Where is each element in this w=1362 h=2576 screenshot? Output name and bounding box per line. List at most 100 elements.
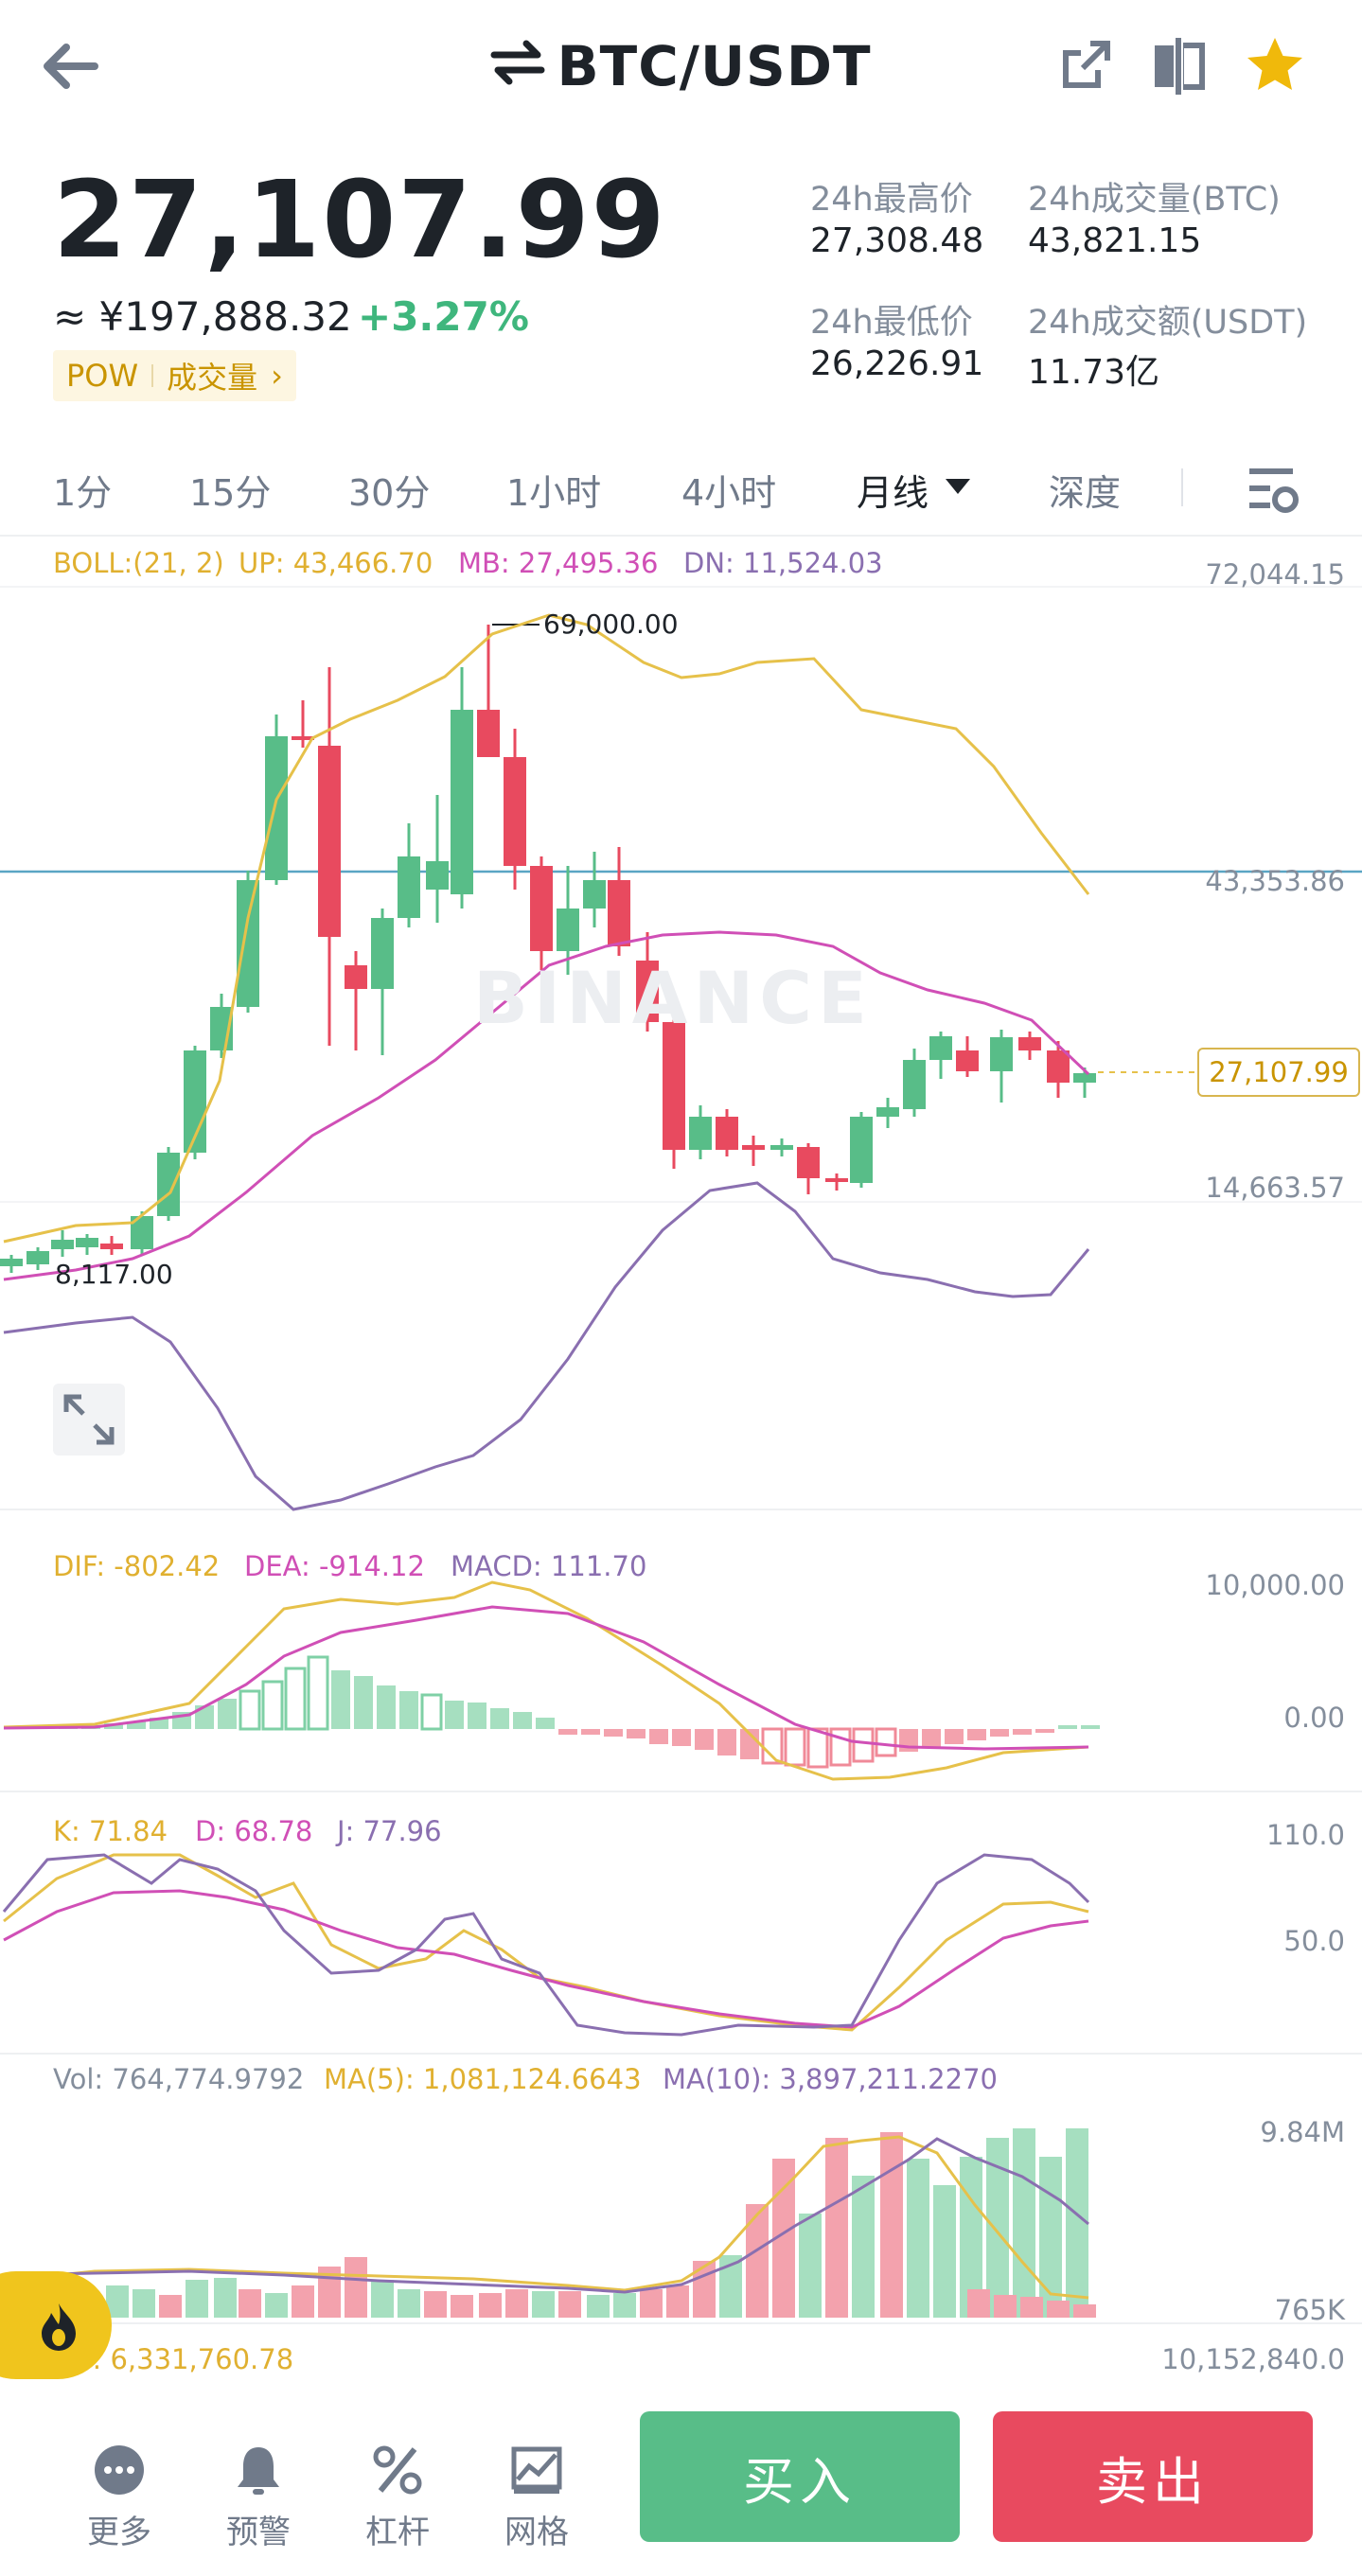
candle-body	[530, 866, 553, 951]
macd-histogram-bar	[218, 1699, 237, 1729]
tag-chip[interactable]: POW 成交量 ›	[53, 350, 296, 401]
candle-body	[903, 1060, 926, 1109]
macd-histogram-bar	[875, 1727, 897, 1757]
tabs-bottom-border	[0, 535, 1362, 537]
macd-histogram-bar	[536, 1718, 555, 1729]
more-button[interactable]: 更多	[62, 2442, 176, 2552]
caret-down-icon[interactable]	[944, 477, 972, 496]
low-value: 26,226.91	[810, 344, 984, 383]
candle-body	[1018, 1037, 1041, 1050]
volume-bar	[159, 2295, 182, 2318]
alert-button[interactable]: 预警	[202, 2442, 315, 2552]
candle-body	[825, 1178, 848, 1182]
boll-params: BOLL:(21, 2)	[53, 547, 224, 579]
top-bar: BTC/USDT	[0, 0, 1362, 142]
volume-bar	[558, 2291, 581, 2318]
macd-histogram-bar	[284, 1667, 307, 1731]
volume-bar	[424, 2291, 447, 2318]
candle-body	[742, 1145, 765, 1150]
kdj-j-line	[2, 1853, 1090, 2037]
tab-30m[interactable]: 30分	[348, 472, 431, 514]
tab-1m[interactable]: 1分	[53, 472, 113, 514]
candle-body	[608, 880, 630, 946]
candle-body	[1047, 1050, 1070, 1083]
macd-dif-line	[3, 1580, 1089, 1781]
volume-bar	[852, 2176, 875, 2318]
vol-ma10: MA(10): 3,897,211.2270	[663, 2063, 998, 2095]
chart-settings-icon[interactable]	[1246, 464, 1302, 517]
volume-bar	[587, 2295, 610, 2318]
candle-body	[557, 909, 579, 951]
candle-body	[770, 1145, 793, 1150]
tab-4h[interactable]: 4小时	[681, 472, 777, 514]
chevron-right-icon: ›	[271, 358, 283, 394]
favorite-star-icon[interactable]	[1242, 32, 1308, 98]
macd-dif: DIF: -802.42	[53, 1550, 221, 1582]
candle-body	[797, 1147, 820, 1178]
macd-dea-line	[3, 1605, 1089, 1751]
candle-body	[51, 1240, 74, 1249]
macd-histogram-bar	[1013, 1729, 1032, 1735]
vol-ma5: MA(5): 1,081,124.6643	[324, 2063, 642, 2095]
share-icon[interactable]	[1052, 32, 1119, 98]
low-annotation: 8,117.00	[55, 1259, 173, 1290]
volume-bar	[666, 2285, 689, 2318]
candle-body	[477, 710, 500, 757]
tab-monthly[interactable]: 月线	[857, 472, 929, 514]
more-label: 更多	[87, 2514, 151, 2551]
candle-body	[318, 746, 341, 937]
volume-bar	[1073, 2304, 1096, 2318]
macd-histogram-bar	[945, 1729, 964, 1744]
tab-15m[interactable]: 15分	[189, 472, 272, 514]
kdj-d: D: 68.78	[195, 1815, 313, 1847]
macd-histogram-bar	[672, 1729, 691, 1746]
volume-label: 24h成交量(BTC)	[1028, 181, 1281, 219]
expand-icon[interactable]	[53, 1384, 125, 1456]
macd-histogram-bar	[127, 1721, 146, 1729]
candle-body	[371, 918, 394, 989]
tab-depth[interactable]: 深度	[1049, 472, 1122, 514]
macd-histogram-bar	[695, 1729, 714, 1750]
pair-title[interactable]: BTC/USDT	[0, 34, 1362, 98]
swap-arrows-icon	[490, 34, 545, 98]
macd-histogram-bar	[445, 1701, 464, 1729]
obv-label: V: 6,331,760.78	[76, 2343, 294, 2375]
alert-label: 预警	[226, 2514, 291, 2551]
boll-up: UP: 43,466.70	[239, 547, 433, 579]
volume-value: 43,821.15	[1028, 221, 1202, 260]
volume-bar	[451, 2295, 473, 2318]
volume-bar	[693, 2261, 716, 2318]
bell-icon	[238, 2447, 279, 2495]
macd-histogram-bar	[261, 1680, 284, 1731]
macd-histogram-bar	[852, 1727, 875, 1763]
macd-histogram-bar	[513, 1712, 532, 1729]
back-arrow-icon[interactable]	[38, 28, 123, 104]
volume-bar	[505, 2289, 528, 2318]
current-price-tag: 27,107.99	[1197, 1048, 1360, 1097]
volume-bar	[292, 2285, 314, 2318]
boll-up-line	[3, 613, 1090, 1244]
sell-button[interactable]: 卖出	[993, 2411, 1313, 2542]
leverage-button[interactable]: 杠杆	[341, 2442, 454, 2552]
kdj-k-line	[3, 1853, 1089, 2032]
boll-dn: DN: 11,524.03	[683, 547, 883, 579]
volume-bar	[239, 2289, 261, 2318]
macd-histogram-bar	[1081, 1725, 1100, 1729]
tab-1h[interactable]: 1小时	[506, 472, 602, 514]
compare-icon[interactable]	[1145, 32, 1212, 98]
tab-divider	[1181, 468, 1183, 506]
macd-histogram-bar	[420, 1693, 443, 1731]
hot-fab[interactable]	[0, 2271, 112, 2379]
volume-bar	[1013, 2128, 1035, 2318]
candle-body	[583, 880, 606, 909]
grid-button[interactable]: 网格	[480, 2442, 593, 2552]
candle-body	[345, 965, 367, 989]
high-annotation: 69,000.00	[543, 609, 679, 640]
low-label: 24h最低价	[810, 304, 973, 342]
axis-mid-price: 43,353.86	[1205, 865, 1345, 897]
more-dots-icon	[95, 2445, 144, 2495]
buy-button[interactable]: 买入	[640, 2411, 960, 2542]
kline-chart[interactable]	[0, 537, 1362, 2387]
macd-histogram-bar	[990, 1729, 1009, 1737]
vol-value: Vol: 764,774.9792	[53, 2063, 305, 2095]
